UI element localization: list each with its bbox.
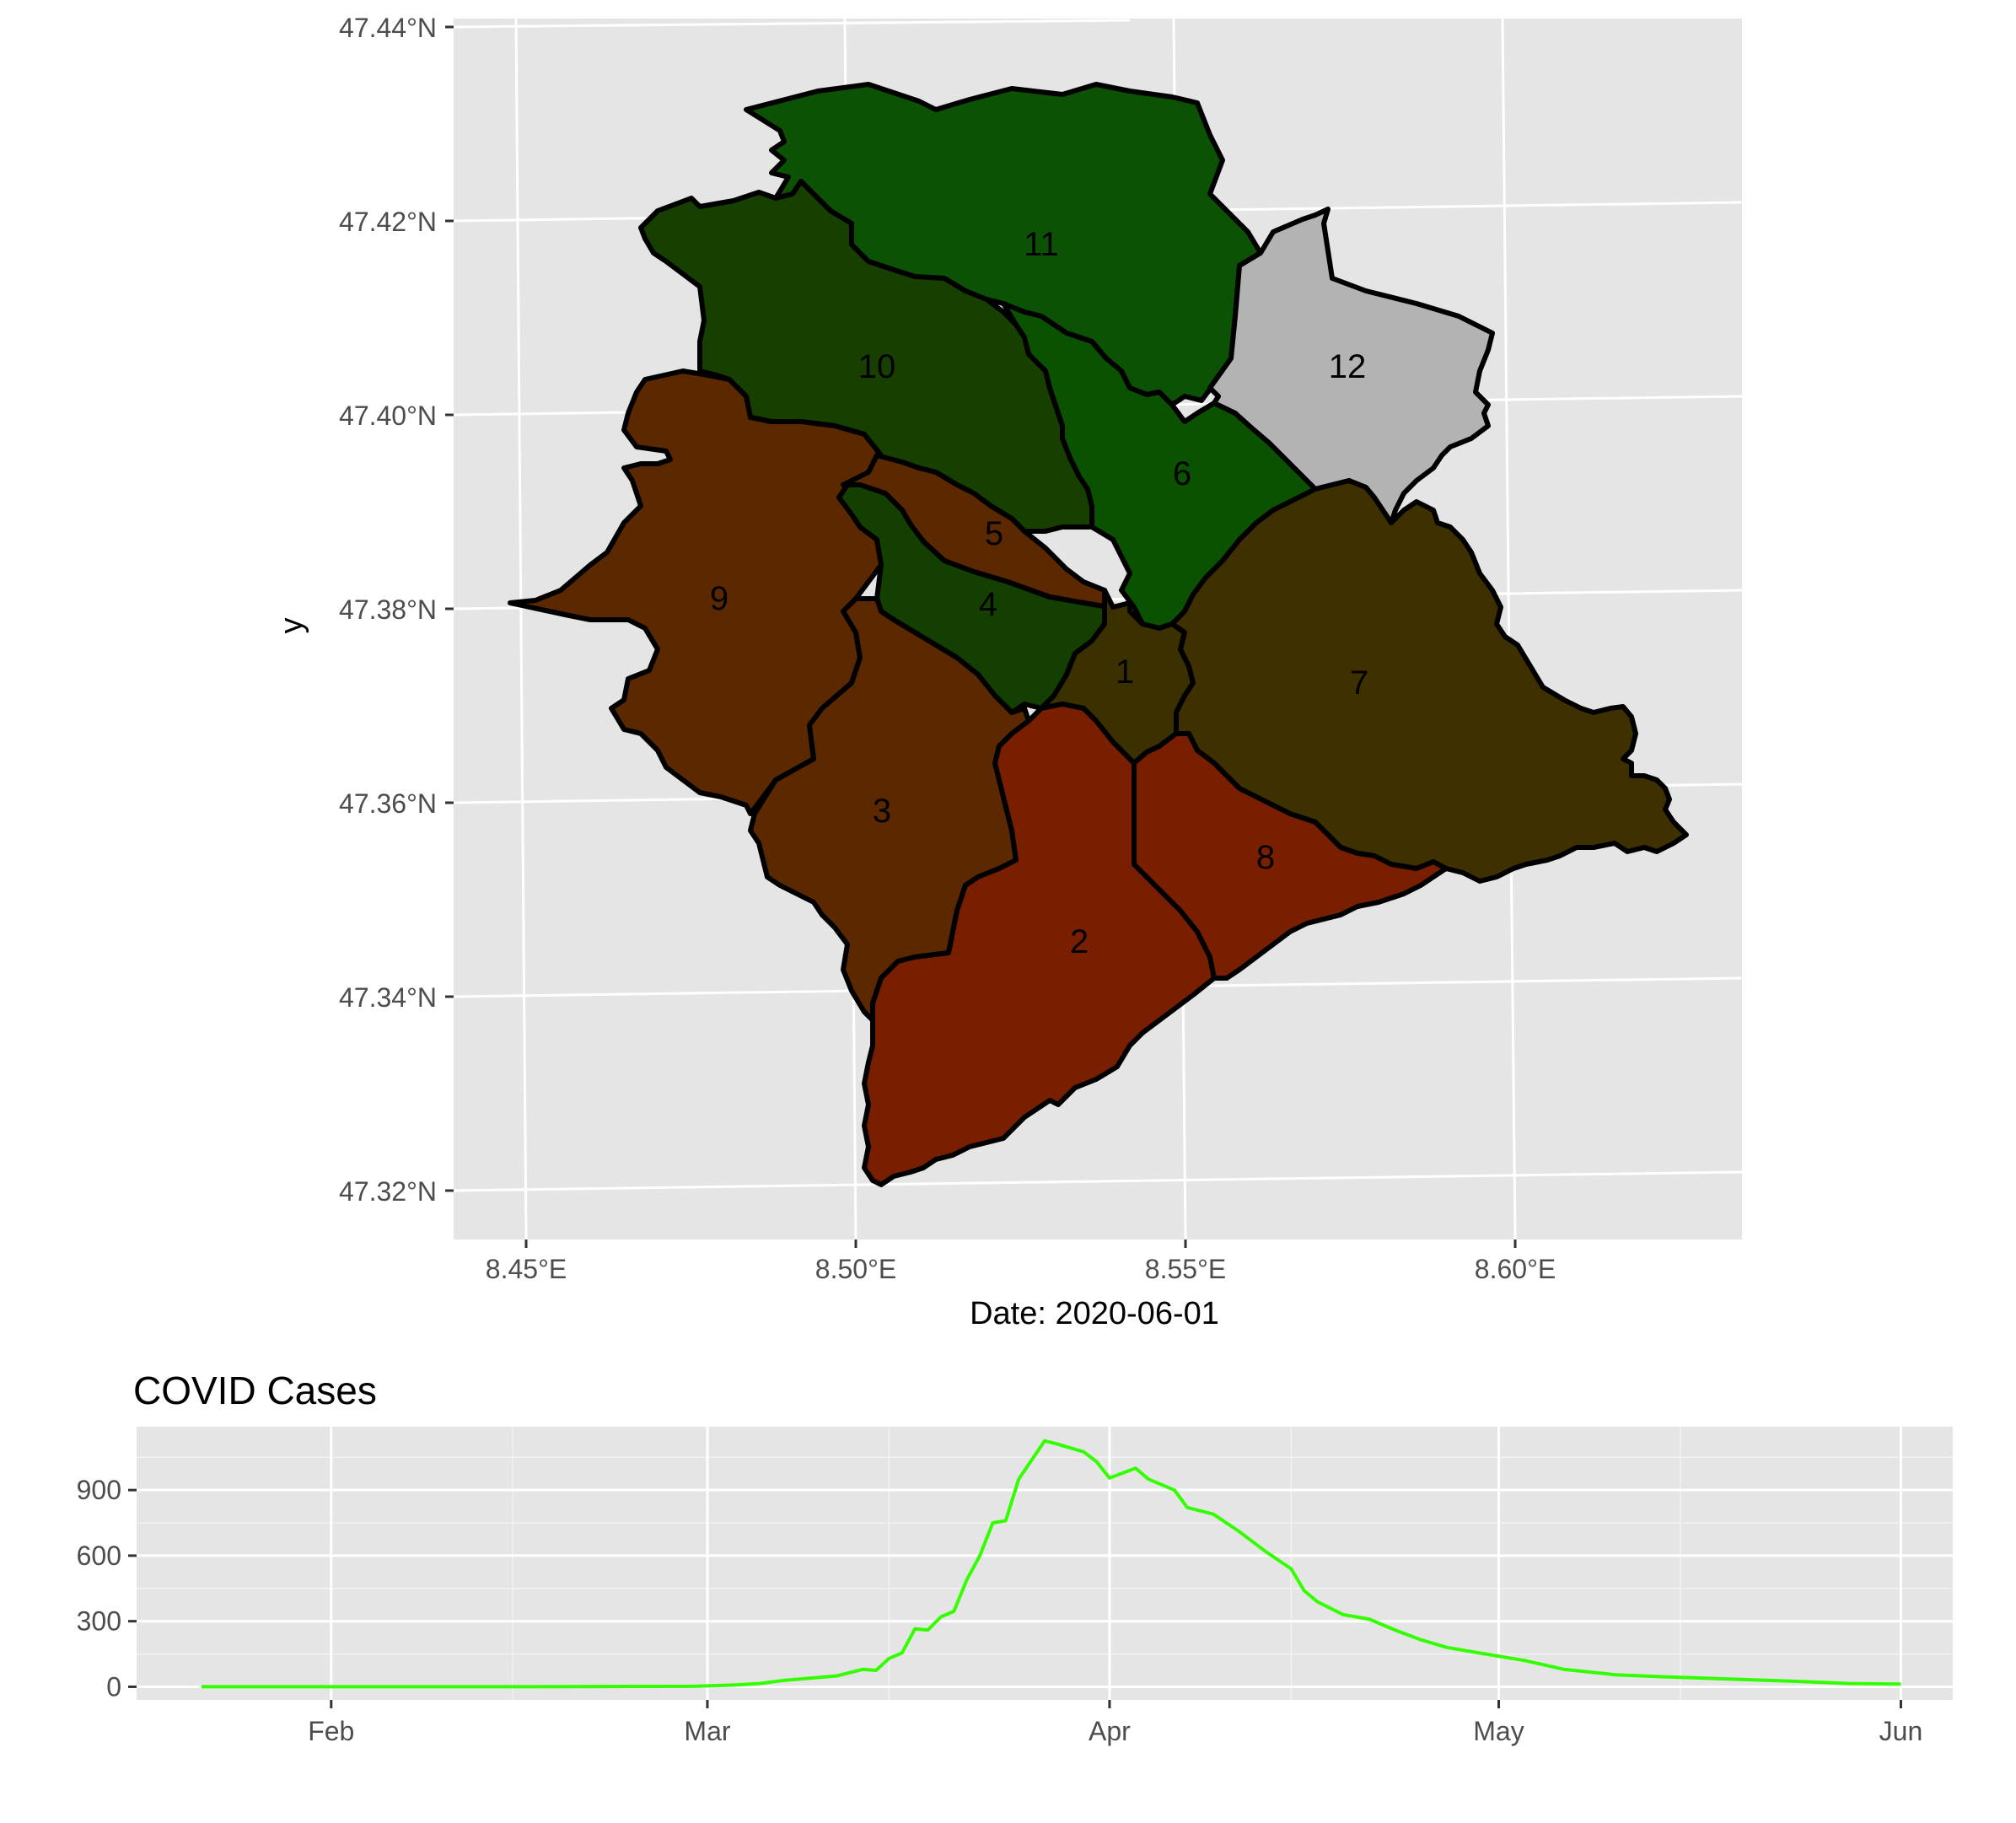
line-chart-x-tick-label-4: Jun <box>1879 1716 1923 1746</box>
district-12-polygon[interactable] <box>1207 207 1495 525</box>
district-label-5: 5 <box>985 515 1003 552</box>
map-y-tick-label-3: 47.38°N <box>339 594 437 625</box>
districts <box>508 82 1689 1187</box>
line-chart-minor-gridlines <box>137 1427 1953 1700</box>
gridline-lon-4 <box>1501 18 1517 1240</box>
district-label-4: 4 <box>979 586 997 623</box>
line-chart-y-axis: 0 300 600 900 <box>77 1475 137 1702</box>
covid-cases-line <box>201 1439 1901 1689</box>
map-x-tick-label-2: 8.55°E <box>1145 1254 1226 1284</box>
map-y-tick-label-1: 47.42°N <box>339 207 437 237</box>
map-y-tick-label-0: 47.44°N <box>339 13 437 43</box>
map-y-tick-label-5: 47.34°N <box>339 982 437 1013</box>
line-chart-x-axis: Feb Mar Apr May Jun <box>308 1700 1922 1746</box>
district-label-10: 10 <box>858 348 896 385</box>
district-8-polygon[interactable] <box>1132 731 1449 981</box>
district-label-2: 2 <box>1070 923 1089 960</box>
map-x-axis: 8.45°E 8.50°E 8.55°E 8.60°E Date: 2020-0… <box>486 1240 1556 1331</box>
covid-line-chart: COVID Cases 0 300 600 900 Feb Mar Apr May Jun <box>77 1369 1953 1746</box>
line-chart-y-tick-label-0: 0 <box>106 1671 121 1702</box>
district-label-8: 8 <box>1256 839 1275 876</box>
map-y-tick-label-4: 47.36°N <box>339 788 437 819</box>
map-x-axis-title: Date: 2020-06-01 <box>970 1296 1219 1331</box>
line-chart-x-tick-label-3: May <box>1473 1716 1524 1746</box>
map-y-tick-label-6: 47.32°N <box>339 1176 437 1207</box>
map-x-tick-label-1: 8.50°E <box>815 1254 896 1284</box>
district-label-6: 6 <box>1173 455 1191 492</box>
line-chart-y-tick-label-3: 900 <box>77 1475 121 1505</box>
district-label-9: 9 <box>710 580 728 617</box>
map-y-axis-title: y <box>274 618 309 634</box>
district-label-11: 11 <box>1024 226 1059 263</box>
district-label-3: 3 <box>873 793 891 830</box>
district-label-12: 12 <box>1329 348 1367 385</box>
gridline-lat-7 <box>453 1170 1743 1192</box>
map-chart: 1 2 3 4 5 6 7 8 9 10 11 12 <box>274 13 1743 1331</box>
district-labels: 1 2 3 4 5 6 7 8 9 10 11 12 <box>710 226 1368 960</box>
gridline-lon-1 <box>514 18 528 1240</box>
gridline-lat-1 <box>453 19 1131 29</box>
line-chart-x-tick-label-0: Feb <box>308 1716 354 1746</box>
district-label-1: 1 <box>1116 653 1134 691</box>
map-y-tick-label-2: 47.40°N <box>339 401 437 431</box>
district-label-7: 7 <box>1350 664 1368 702</box>
line-chart-series <box>201 1439 1901 1689</box>
line-chart-x-tick-label-2: Apr <box>1089 1716 1131 1746</box>
line-chart-y-tick-label-1: 300 <box>77 1606 121 1637</box>
map-x-tick-label-0: 8.45°E <box>486 1254 567 1284</box>
district-7-polygon[interactable] <box>1169 478 1689 884</box>
line-chart-major-gridlines <box>137 1427 1953 1700</box>
line-chart-x-tick-label-1: Mar <box>684 1716 730 1746</box>
map-x-tick-label-3: 8.60°E <box>1475 1254 1556 1284</box>
line-chart-y-tick-label-2: 600 <box>77 1541 121 1571</box>
map-y-axis: 47.44°N 47.42°N 47.40°N 47.38°N 47.36°N … <box>274 13 454 1207</box>
line-chart-title: COVID Cases <box>133 1369 377 1412</box>
